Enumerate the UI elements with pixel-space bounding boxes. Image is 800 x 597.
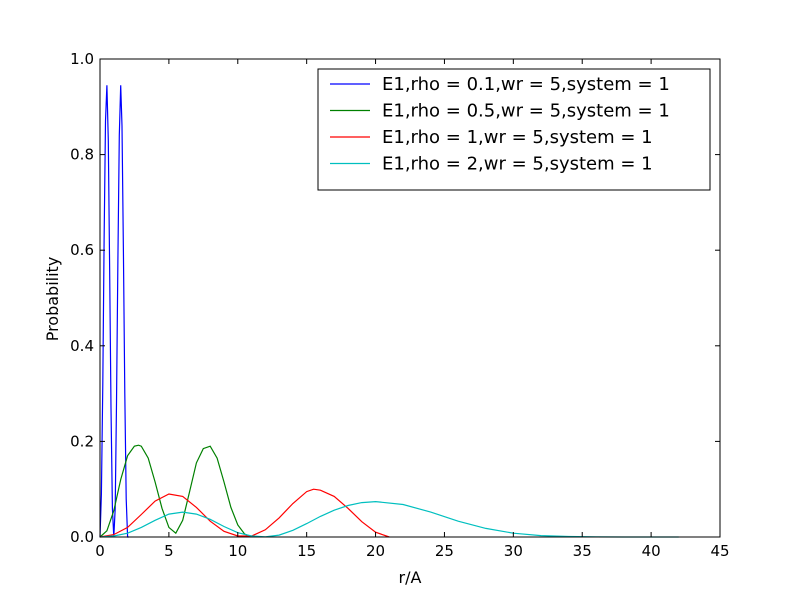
y-tick-label: 0.6 xyxy=(70,241,94,259)
y-tick-label: 0.2 xyxy=(70,432,94,450)
legend-label: E1,rho = 1,wr = 5,system = 1 xyxy=(382,127,653,148)
series-line-4 xyxy=(99,500,679,538)
legend-label: E1,rho = 2,wr = 5,system = 1 xyxy=(382,154,653,175)
legend-label: E1,rho = 0.1,wr = 5,system = 1 xyxy=(382,74,670,95)
x-tick-label: 5 xyxy=(164,542,174,560)
x-tick-label: 15 xyxy=(297,542,316,560)
x-tick-label: 20 xyxy=(366,542,385,560)
x-tick-label: 35 xyxy=(573,542,592,560)
y-axis-label: Probability xyxy=(43,257,62,342)
y-tick-label: 0.0 xyxy=(70,528,94,546)
legend: E1,rho = 0.1,wr = 5,system = 1 E1,rho = 0… xyxy=(317,68,711,191)
x-tick-label: 25 xyxy=(435,542,454,560)
x-axis-label: r/A xyxy=(399,568,422,587)
y-tick-label: 0.8 xyxy=(70,146,94,164)
y-axis: 0.0 0.2 0.4 0.6 0.8 1.0 xyxy=(70,50,720,546)
x-axis: 0 5 10 15 20 25 30 35 40 45 xyxy=(95,59,730,560)
axes-frame xyxy=(99,58,721,538)
x-tick-label: 10 xyxy=(228,542,247,560)
x-tick-label: 0 xyxy=(95,542,105,560)
legend-label: E1,rho = 0.5,wr = 5,system = 1 xyxy=(382,101,670,122)
series-line-1 xyxy=(99,85,129,538)
y-tick-label: 1.0 xyxy=(70,50,94,68)
series-line-2 xyxy=(99,444,252,538)
x-tick-label: 40 xyxy=(642,542,661,560)
x-tick-label: 30 xyxy=(504,542,523,560)
y-tick-label: 0.4 xyxy=(70,337,94,355)
legend-box xyxy=(317,68,711,191)
x-tick-label: 45 xyxy=(710,542,729,560)
plot-frame xyxy=(99,58,721,538)
plot-lines xyxy=(99,85,679,538)
series-line-3 xyxy=(99,488,390,538)
